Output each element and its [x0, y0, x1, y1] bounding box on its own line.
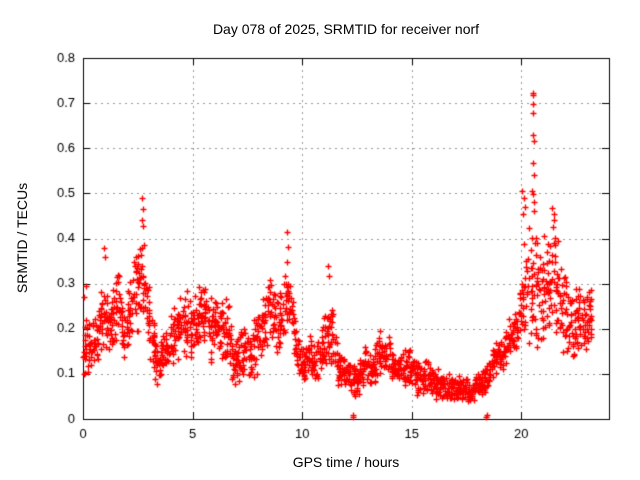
chart-title: Day 078 of 2025, SRMTID for receiver nor…	[212, 21, 480, 37]
x-axis-label: GPS time / hours	[292, 454, 400, 470]
y-axis-label: SRMTID / TECUs	[14, 182, 30, 294]
